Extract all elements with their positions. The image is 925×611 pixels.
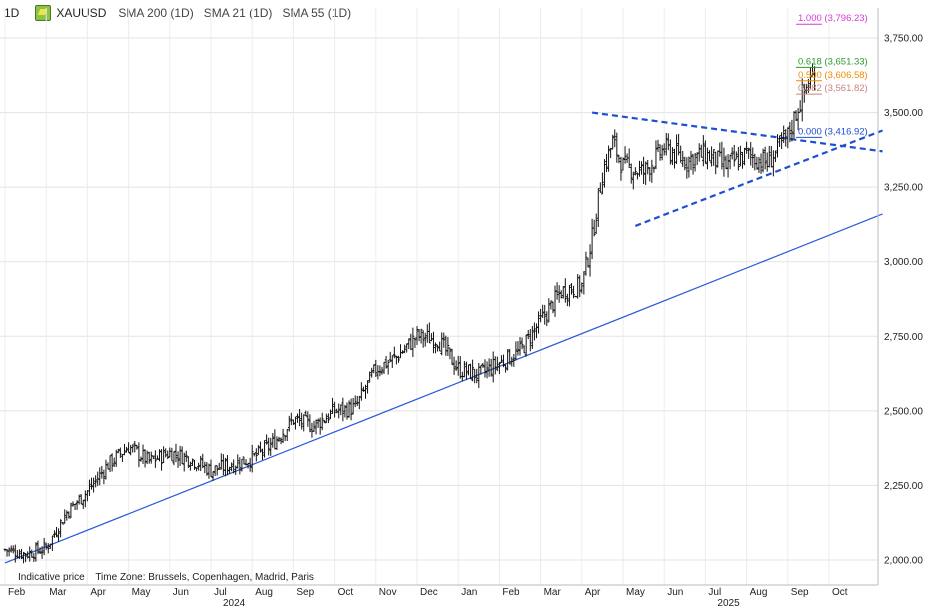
x-tick-label: Feb: [502, 587, 520, 598]
x-tick-label: Aug: [750, 587, 768, 598]
fibonacci-levels: 1.000 (3,796.23) 0.618 (3,651.33) 0.500 (3…: [796, 13, 868, 138]
indicator-sma-55[interactable]: SMA 55 (1D): [282, 6, 352, 20]
footer-note: Indicative price Time Zone: Brussels, Co…: [18, 572, 322, 583]
x-tick-label: Sep: [791, 587, 809, 598]
x-tick-label: Dec: [420, 587, 438, 598]
x-tick-label: Apr: [90, 587, 106, 598]
timeframe-label[interactable]: 1D: [4, 6, 20, 20]
x-tick-label: Nov: [379, 587, 397, 598]
indicator-sma-21[interactable]: SMA 21 (1D): [203, 6, 273, 20]
x-tick-label: Aug: [255, 587, 273, 598]
x-tick-label: Sep: [296, 587, 314, 598]
x-tick-label: Oct: [832, 587, 848, 598]
indicator-sma-200[interactable]: SMA 200 (1D): [118, 6, 194, 20]
x-tick-label: Jul: [708, 587, 721, 598]
year-label: 2024: [223, 598, 246, 609]
y-tick-label: 2,250.00: [884, 481, 923, 492]
year-label: 2025: [717, 598, 740, 609]
y-tick-label: 3,500.00: [884, 108, 923, 119]
fib-level-label: 0.382 (3,561.82): [798, 83, 868, 94]
y-tick-label: 3,250.00: [884, 183, 923, 194]
chart-header: 1D XAUUSD SMA 200 (1D) SMA 21 (1D) SMA 5…: [4, 4, 361, 22]
support-trendline[interactable]: [4, 213, 883, 564]
fib-level-label: 1.000 (3,796.23): [798, 13, 868, 24]
x-tick-label: Jun: [173, 587, 189, 598]
triangle-lower-line[interactable]: [634, 129, 883, 227]
x-tick-label: Jun: [667, 587, 683, 598]
x-tick-label: May: [132, 587, 151, 598]
fib-level-label: 0.618 (3,651.33): [798, 56, 868, 67]
x-tick-label: Jan: [461, 587, 477, 598]
x-axis: Feb Mar Apr May Jun Jul Aug Sep Oct Nov Dec Jan Feb M…: [0, 584, 878, 609]
candlestick-series: [3, 63, 816, 564]
y-tick-label: 2,750.00: [884, 332, 923, 343]
fib-level-label: 0.000 (3,416.92): [798, 126, 868, 137]
y-tick-label: 2,000.00: [884, 556, 923, 567]
y-tick-label: 2,500.00: [884, 406, 923, 417]
trendlines: [4, 111, 883, 564]
x-tick-label: Mar: [544, 587, 562, 598]
grid-lines: [0, 8, 878, 585]
triangle-upper-line[interactable]: [591, 111, 883, 153]
x-tick-label: Jul: [214, 587, 227, 598]
y-axis: 2,000.00 2,250.00 2,500.00 2,750.00 3,000.00…: [877, 8, 923, 585]
x-tick-label: Oct: [338, 587, 354, 598]
x-tick-label: May: [626, 587, 645, 598]
x-tick-label: Mar: [49, 587, 67, 598]
symbol-icon: [35, 5, 52, 21]
indicative-price-label: Indicative price: [18, 572, 85, 583]
x-tick-label: Apr: [585, 587, 601, 598]
x-tick-label: Feb: [8, 587, 26, 598]
y-tick-label: 3,750.00: [884, 34, 923, 45]
fib-level-label: 0.500 (3,606.58): [798, 70, 868, 81]
timezone-label: Time Zone: Brussels, Copenhagen, Madrid,…: [95, 572, 314, 583]
symbol-label[interactable]: XAUUSD: [56, 6, 107, 20]
y-tick-label: 3,000.00: [884, 257, 923, 268]
